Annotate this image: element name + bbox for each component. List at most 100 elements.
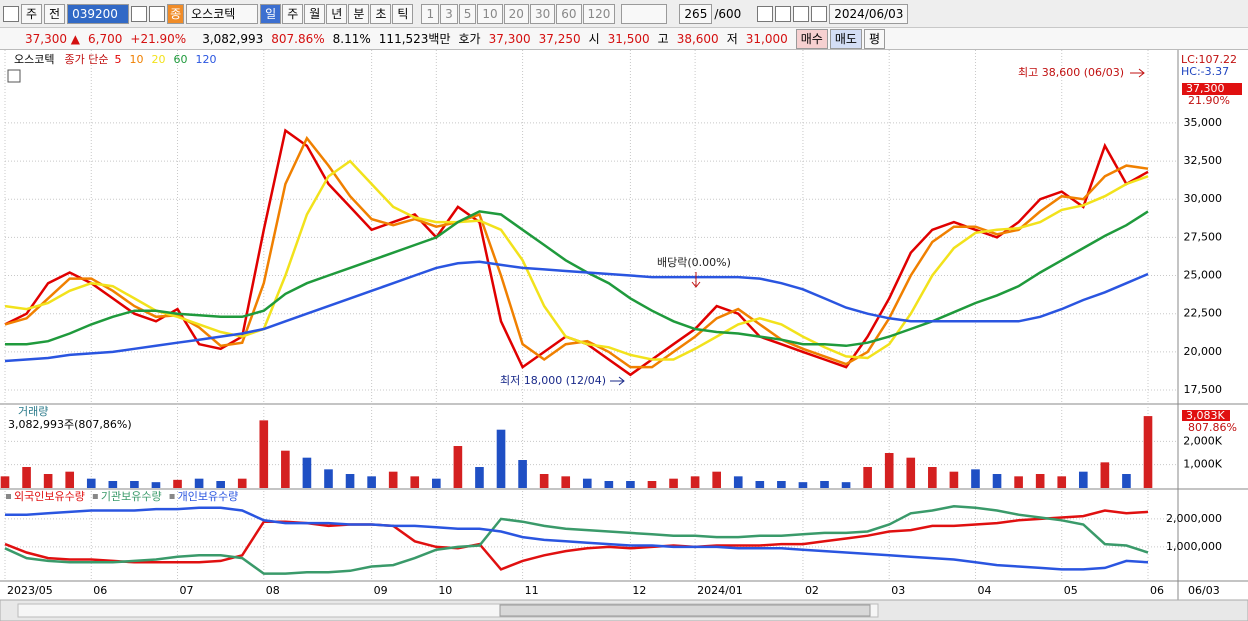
series-line [4, 260, 1149, 363]
volume-bar [324, 469, 333, 488]
legend-label: 종가 단순 [64, 53, 108, 66]
unit-button[interactable]: 틱 [392, 3, 414, 24]
unit-button[interactable]: 주 [282, 3, 304, 24]
unit-button[interactable]: 년 [326, 3, 348, 24]
buy-button[interactable]: 매수 [795, 28, 828, 49]
interval-button[interactable]: 120 [582, 3, 616, 24]
x-tick-label: 04 [977, 584, 991, 597]
save-icon[interactable] [793, 5, 810, 22]
volume-bar [928, 467, 937, 488]
period[interactable]: 주 [21, 3, 43, 24]
volume-bar [1035, 474, 1045, 488]
annotation: 배당락(0.00%) [657, 256, 731, 269]
ask-label: 호가 [458, 32, 481, 46]
turnover: 8.11% [332, 31, 371, 46]
legend-entry: 외국인보유수량 [14, 490, 85, 503]
panel-icon[interactable] [7, 69, 21, 83]
annotation: 최고 38,600 (06/03) [1018, 66, 1124, 79]
annotation-arrow [691, 272, 701, 288]
legend-entry: 개인보유수량 [178, 490, 239, 503]
volume-bar [130, 481, 139, 488]
y-tick-label: 25,000 [1184, 269, 1223, 282]
unit-button[interactable]: 초 [370, 3, 392, 24]
volume-last: 3,083K [1186, 409, 1225, 422]
y-tick-label: 30,000 [1184, 192, 1223, 205]
volume-bar [173, 479, 182, 488]
x-end-label: 06/03 [1188, 584, 1220, 597]
volume-bar [259, 420, 269, 488]
menu-icon[interactable] [3, 5, 19, 22]
dropdown[interactable] [621, 3, 668, 24]
legend-entry: 120 [195, 53, 216, 66]
y-tick-label: 1,000K [1183, 458, 1222, 471]
low-label: 저 [726, 32, 738, 46]
volume-subtitle: 3,082,993주(807,86%) [8, 418, 132, 431]
unit-button[interactable]: 분 [348, 3, 370, 24]
x-tick-label: 2023/05 [7, 584, 53, 597]
interval-button[interactable]: 1 [421, 3, 440, 24]
series-line [4, 509, 1149, 571]
volume-bar [992, 474, 1002, 488]
legend-entry: 20 [151, 53, 165, 66]
legend-entry: 5 [114, 53, 121, 66]
search-icon[interactable] [131, 5, 148, 22]
interval-button[interactable]: 10 [477, 3, 503, 24]
x-tick-label: 06 [1150, 584, 1164, 597]
volume-bar [1100, 462, 1110, 488]
annotation-arrow [1130, 68, 1145, 78]
x-tick-label: 05 [1064, 584, 1078, 597]
price: 37,300 ▲ [25, 31, 81, 46]
x-tick-label: 09 [374, 584, 388, 597]
volume-title: 거래량 [18, 405, 48, 418]
volume-bar [863, 467, 872, 488]
eval-button[interactable]: 평 [863, 28, 885, 49]
x-tick-label: 06 [93, 584, 107, 597]
series-line [5, 210, 1149, 348]
sound-icon[interactable] [149, 5, 166, 22]
volume-bar [777, 481, 786, 488]
unit-button[interactable]: 일 [260, 3, 282, 24]
y-tick-label: 20,000 [1184, 345, 1223, 358]
volume-bar [820, 481, 829, 488]
x-tick-label: 2024/01 [697, 584, 743, 597]
legend-swatch [169, 494, 175, 499]
interval-button[interactable]: 3 [440, 3, 458, 24]
volume-bar [86, 478, 96, 488]
volume-bar [518, 460, 527, 488]
volume-bar [367, 476, 376, 488]
change: 6,700 [88, 31, 123, 46]
interval-button[interactable]: 30 [529, 3, 556, 24]
volume-bar [216, 481, 225, 488]
high-label: 고 [657, 32, 669, 46]
scroll-thumb[interactable] [499, 604, 871, 617]
volume-bar [22, 467, 31, 488]
y-tick-label: 27,500 [1184, 230, 1223, 243]
prev[interactable]: 전 [44, 3, 66, 24]
settings-icon[interactable] [811, 5, 828, 22]
date[interactable]: 2024/06/03 [829, 3, 909, 24]
interval-button[interactable]: 20 [503, 3, 529, 24]
volume-bar [798, 482, 808, 488]
volume-bar [0, 476, 10, 488]
series-line [4, 135, 1149, 369]
volume-bar [755, 481, 765, 488]
annotation: 최저 18,000 (12/04) [500, 374, 606, 387]
series-line [4, 159, 1149, 361]
tool-icon[interactable] [757, 5, 774, 22]
code-input[interactable]: 039200 [67, 3, 130, 24]
interval-button[interactable]: 5 [458, 3, 477, 24]
quote-bar: 37,300 ▲ 6,700 +21.90% 3,082,993 807.86%… [0, 28, 1248, 50]
sell-button[interactable]: 매도 [829, 28, 862, 49]
y-tick-label: 2,000,000 [1166, 512, 1222, 525]
volume-bar [43, 474, 53, 488]
interval-button[interactable]: 60 [556, 3, 582, 24]
low: 31,000 [745, 31, 788, 46]
tool-icon[interactable] [775, 5, 792, 22]
count[interactable]: 265 [679, 3, 713, 24]
legend-title: 오스코텍 [14, 53, 54, 66]
unit-button[interactable]: 월 [304, 3, 326, 24]
volume-bar [647, 481, 657, 488]
